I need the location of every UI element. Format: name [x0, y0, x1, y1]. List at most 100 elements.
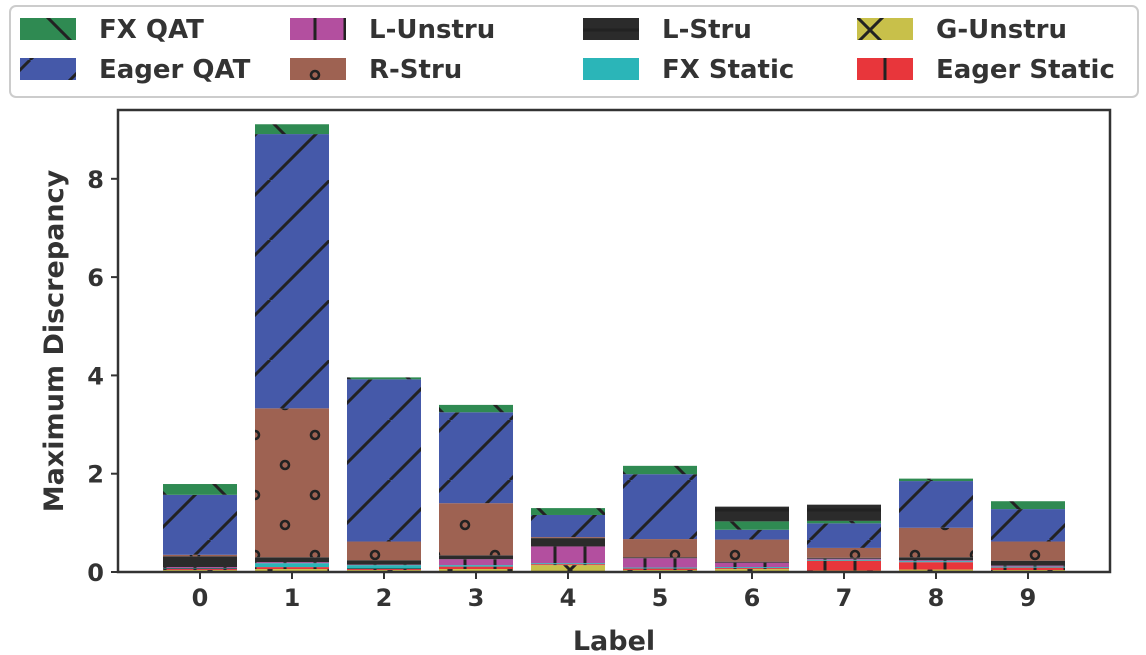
bar-l-unstru-2 — [347, 564, 421, 566]
bar-l-stru-6 — [715, 506, 789, 522]
bar-fx-static-9 — [991, 566, 1065, 568]
x-tick-label: 0 — [192, 584, 209, 612]
bar-g-unstru-3 — [439, 569, 513, 572]
bar-fx-static-6 — [715, 567, 789, 569]
axes-frame — [116, 108, 1112, 574]
y-axis-label: Maximum Discrepancy — [39, 169, 70, 512]
bar-eager-qat-8 — [899, 481, 973, 528]
y-tick-label: 2 — [87, 461, 104, 489]
bar-l-unstru-6 — [715, 562, 789, 568]
legend-label-eager-static: Eager Static — [936, 55, 1115, 85]
x-tick-label: 4 — [560, 584, 577, 612]
bar-eager-static-4 — [531, 564, 605, 566]
x-tick-label: 8 — [928, 584, 945, 612]
bar-eager-qat-7 — [807, 523, 881, 548]
bar-fx-qat-2 — [347, 377, 421, 380]
bar-fx-qat-9 — [991, 501, 1065, 510]
legend-item-fx-qat: FX QAT — [20, 15, 204, 45]
bar-l-unstru-1 — [255, 562, 329, 564]
bar-eager-static-0 — [163, 569, 237, 571]
bar-fx-qat-1 — [255, 124, 329, 135]
bar-eager-static-3 — [439, 566, 513, 570]
legend-label-fx-static: FX Static — [662, 55, 794, 85]
bar-fx-qat-7 — [807, 520, 881, 524]
bar-eager-static-7 — [807, 560, 881, 571]
bar-g-unstru-1 — [255, 569, 329, 572]
bar-l-stru-5 — [623, 557, 697, 559]
bar-eager-qat-5 — [623, 474, 697, 540]
bar-l-stru-7 — [807, 557, 881, 559]
bar-eager-static-1 — [255, 567, 329, 570]
legend-label-eager-qat: Eager QAT — [99, 55, 251, 85]
bar-eager-qat-0 — [163, 494, 237, 555]
bar-r-stru-0 — [163, 554, 237, 557]
bar-l-stru-8 — [899, 557, 973, 561]
bar-eager-static-5 — [623, 568, 697, 571]
bar-l-unstru-4 — [531, 546, 605, 564]
bar-fx-static-2 — [347, 565, 421, 570]
legend-label-fx-qat: FX QAT — [99, 15, 204, 45]
legend-label-l-unstru: L-Unstru — [369, 15, 495, 45]
bar-r-stru-2 — [347, 541, 421, 561]
bar-eager-static-2 — [347, 569, 421, 571]
legend-item-eager-static: Eager Static — [857, 55, 1115, 85]
bar-l-stru-4 — [531, 538, 605, 547]
bar-fx-qat-5 — [623, 465, 697, 475]
x-tick-label: 2 — [376, 584, 393, 612]
bar-l-stru-3 — [439, 555, 513, 560]
bar-eager-static-9 — [991, 567, 1065, 571]
bar-fx-static-7 — [807, 559, 881, 561]
y-tick-label: 6 — [87, 264, 104, 292]
bar-l-unstru-9 — [991, 565, 1065, 567]
bar-l-unstru-5 — [623, 558, 697, 568]
bar-fx-qat-3 — [439, 404, 513, 413]
bar-fx-qat-6 — [715, 521, 789, 530]
legend-item-l-unstru: L-Unstru — [290, 15, 495, 45]
x-tick-label: 7 — [836, 584, 853, 612]
bar-l-unstru-3 — [439, 559, 513, 566]
legend-item-eager-qat: Eager QAT — [20, 55, 251, 85]
bar-l-unstru-0 — [163, 567, 237, 569]
bar-eager-static-6 — [715, 568, 789, 570]
bar-eager-qat-4 — [531, 514, 605, 538]
bar-r-stru-9 — [991, 541, 1065, 561]
bar-r-stru-7 — [807, 547, 881, 558]
bar-l-stru-9 — [991, 560, 1065, 566]
legend-swatch-fx-qat — [20, 18, 76, 40]
x-tick-label: 5 — [652, 584, 669, 612]
bar-eager-qat-3 — [439, 412, 513, 504]
bar-r-stru-8 — [899, 527, 973, 558]
bar-fx-static-1 — [255, 563, 329, 568]
bar-eager-qat-1 — [255, 134, 329, 409]
bar-l-stru-0 — [163, 556, 237, 568]
bar-eager-qat-6 — [715, 529, 789, 540]
bar-fx-static-5 — [623, 567, 697, 569]
axes: 0 2 4 6 8 0 1 2 3 4 5 6 7 8 9 — [87, 108, 1112, 612]
legend-label-g-unstru: G-Unstru — [936, 15, 1067, 45]
bar-fx-static-4 — [531, 563, 605, 565]
bar-g-unstru-4 — [531, 565, 605, 572]
bar-r-stru-3 — [439, 503, 513, 556]
legend-swatch-eager-static — [857, 58, 913, 80]
x-tick-label: 3 — [468, 584, 485, 612]
bar-g-unstru-6 — [715, 569, 789, 572]
bar-l-stru-1 — [255, 557, 329, 563]
y-tick-label: 4 — [87, 362, 104, 390]
legend-item-g-unstru: G-Unstru — [857, 15, 1067, 45]
x-axis-label: Label — [573, 626, 655, 655]
bar-l-stru-6 — [715, 561, 789, 563]
legend-swatch-r-stru — [290, 58, 346, 80]
bar-fx-static-8 — [899, 561, 973, 563]
bar-fx-qat-8 — [899, 478, 973, 482]
bar-eager-qat-9 — [991, 509, 1065, 542]
legend-swatch-fx-static — [583, 58, 639, 80]
bar-eager-qat-2 — [347, 379, 421, 542]
legend-swatch-eager-qat — [20, 58, 76, 80]
bar-r-stru-1 — [255, 408, 329, 558]
bar-l-stru-7 — [807, 504, 881, 521]
legend-swatch-g-unstru — [857, 18, 913, 40]
legend-item-fx-static: FX Static — [583, 55, 794, 85]
bar-r-stru-5 — [623, 539, 697, 558]
legend-label-l-stru: L-Stru — [662, 15, 752, 45]
